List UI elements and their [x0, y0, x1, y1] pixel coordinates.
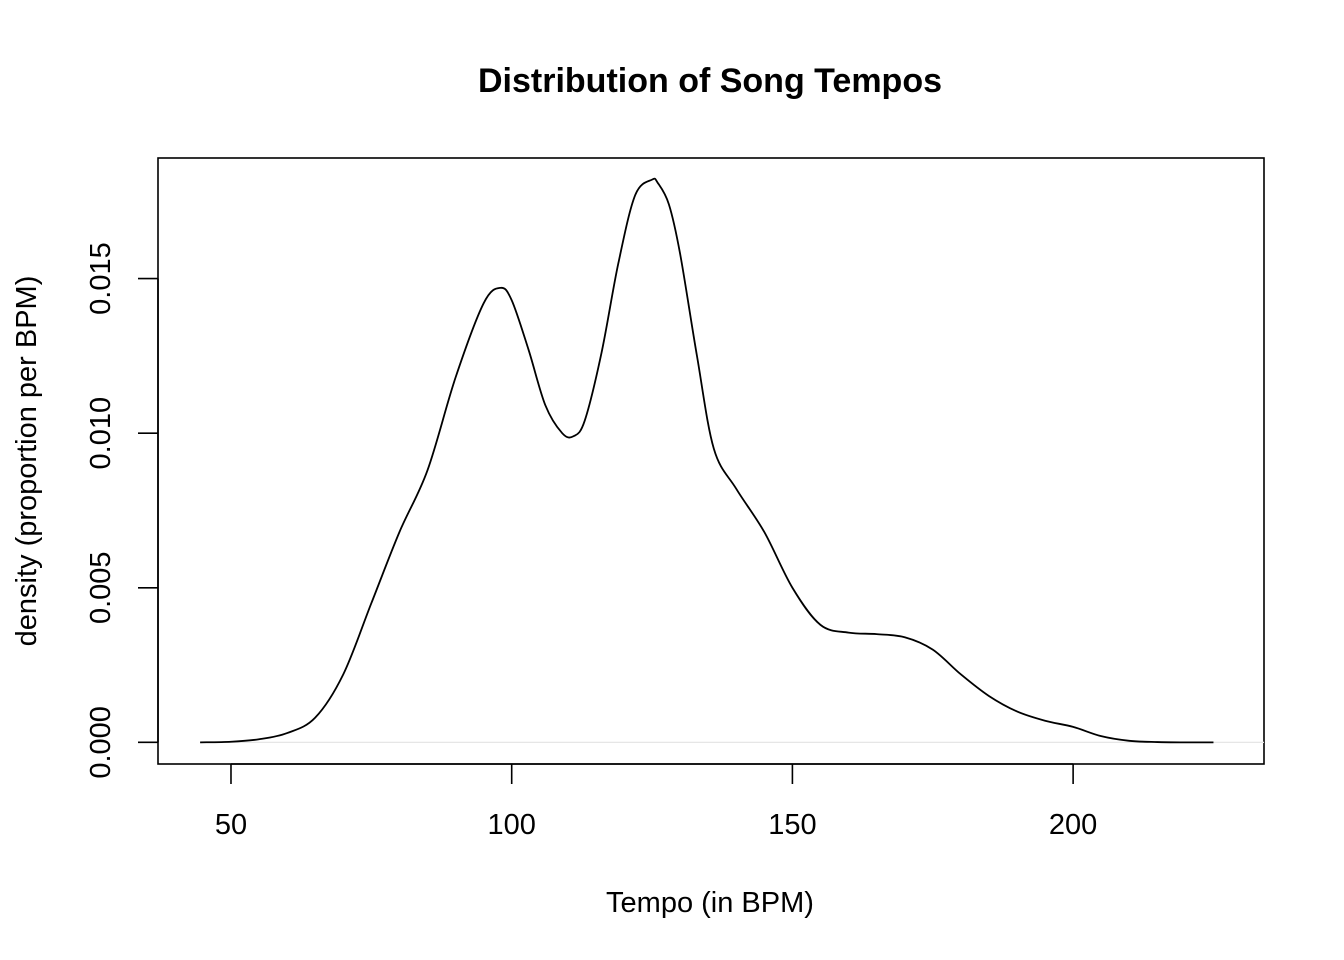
y-tick-label: 0.015 — [85, 242, 117, 315]
x-tick-label: 200 — [1049, 809, 1097, 841]
y-axis-label: density (proportion per BPM) — [11, 276, 43, 647]
density-line — [200, 177, 1214, 744]
y-tick-label: 0.000 — [85, 706, 117, 779]
x-tick-label: 150 — [768, 809, 816, 841]
y-tick-label: 0.010 — [85, 397, 117, 470]
x-tick-label: 50 — [215, 809, 247, 841]
plot-area-border — [157, 157, 1265, 765]
y-tick-label: 0.005 — [85, 551, 117, 624]
x-axis: 50 100 150 200 — [215, 763, 1097, 841]
y-axis: 0.000 0.005 0.010 0.015 — [85, 242, 159, 779]
x-axis-label: Tempo (in BPM) — [606, 887, 814, 919]
chart-title: Distribution of Song Tempos — [478, 62, 942, 100]
x-tick-label: 100 — [488, 809, 536, 841]
